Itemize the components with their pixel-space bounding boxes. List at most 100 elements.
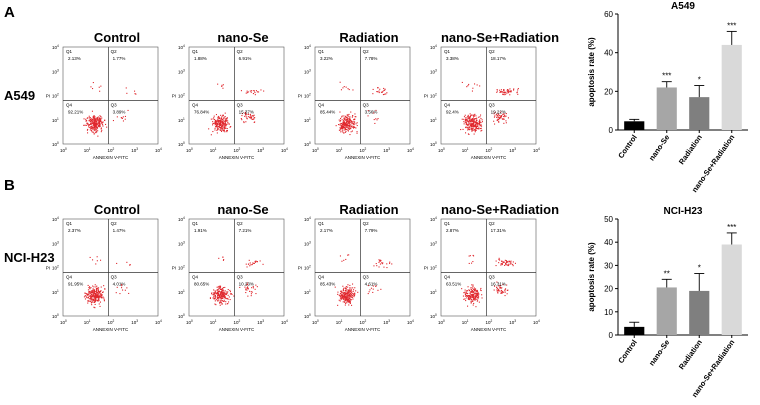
x-axis-label: ANNEXIN V-FITC (219, 327, 255, 332)
flow-dots (208, 83, 265, 136)
x-tick-label: 102 (234, 147, 241, 153)
y-axis-label: apoptosis rate (%) (587, 37, 596, 107)
bar-chart-nci-h23: NCI-H23 0 10 20 30 40 50 apoptosis rate (%) Cont… (587, 206, 748, 399)
quadrant-value: 17.31% (491, 228, 506, 233)
y-tick-label: 101 (304, 289, 311, 295)
y-axis-label: PI (298, 266, 302, 271)
x-tick-label: Control (616, 133, 639, 160)
flow-title-b-control: Control (93, 202, 141, 217)
significance-label: *** (662, 72, 671, 81)
significance-label: *** (727, 21, 736, 30)
row-label-nci-h23: NCI-H23 (4, 250, 55, 265)
x-tick-label: 100 (186, 319, 193, 325)
y-axis-label: PI (46, 266, 50, 271)
quadrant-value: 1.77% (113, 56, 126, 61)
x-tick-label: 101 (336, 319, 343, 325)
x-tick-label: 101 (84, 147, 91, 153)
quadrant-name: Q3 (111, 102, 118, 107)
x-axis-label: ANNEXIN V-FITC (345, 327, 381, 332)
y-tick-label: 101 (52, 289, 59, 295)
quadrant-name: Q4 (66, 102, 73, 107)
y-tick-label: 100 (304, 141, 311, 147)
flow-title-a-nano-se: nano-Se (217, 30, 269, 45)
y-tick-label: 102 (304, 93, 311, 99)
y-tick-label: 102 (178, 265, 185, 271)
flow-plot-frame (188, 46, 285, 145)
y-tick-label: 101 (430, 117, 437, 123)
x-tick-label: 102 (108, 147, 115, 153)
x-tick-label: 104 (155, 319, 162, 325)
y-tick-label: 104 (178, 216, 185, 222)
quadrant-name: Q2 (237, 221, 244, 226)
y-tick-label: 60 (604, 10, 613, 19)
x-tick-label: 100 (186, 147, 193, 153)
quadrant-value: 91.95% (68, 281, 83, 286)
x-tick-label: 104 (533, 147, 540, 153)
flow-title-b-nano-se-radiation: nano-Se+Radiation (440, 202, 560, 217)
x-tick-label: 103 (383, 319, 390, 325)
quadrant-name: Q1 (66, 221, 73, 226)
quadrant-value: 7.78% (365, 56, 378, 61)
quadrant-value: 63.51% (446, 281, 461, 286)
x-tick-label: 101 (336, 147, 343, 153)
quadrant-value: 85.43% (320, 281, 335, 286)
y-tick-label: 101 (304, 117, 311, 123)
y-tick-label: 100 (52, 141, 59, 147)
significance-label: * (698, 264, 701, 273)
y-tick-label: 101 (430, 289, 437, 295)
x-tick-label: 103 (509, 147, 516, 153)
quadrant-value: 3.38% (446, 56, 459, 61)
y-axis-label: PI (424, 266, 428, 271)
x-axis-label: ANNEXIN V-FITC (471, 155, 507, 160)
bar (656, 87, 677, 130)
x-tick-label: 100 (438, 319, 445, 325)
flow-dots (83, 256, 131, 309)
y-tick-label: 104 (430, 44, 437, 50)
quadrant-value: 85.44% (320, 109, 335, 114)
flow-plot-frame (314, 218, 411, 317)
x-tick-label: 104 (281, 319, 288, 325)
y-tick-label: 104 (178, 44, 185, 50)
flow-dots (83, 82, 137, 137)
y-tick-label: 100 (430, 313, 437, 319)
quadrant-name: Q3 (237, 274, 244, 279)
y-tick-label: 101 (178, 289, 185, 295)
y-tick-label: 104 (52, 216, 59, 222)
y-tick-label: 40 (604, 238, 613, 247)
quadrant-value: 3.22% (320, 56, 333, 61)
quadrant-name: Q4 (66, 274, 73, 279)
x-tick-label: 102 (360, 147, 367, 153)
x-axis-label: ANNEXIN V-FITC (219, 155, 255, 160)
y-tick-label: 104 (304, 216, 311, 222)
x-axis-label: ANNEXIN V-FITC (93, 155, 129, 160)
x-tick-label: 103 (509, 319, 516, 325)
flow-title-a-control: Control (93, 30, 141, 45)
x-axis-label: ANNEXIN V-FITC (345, 155, 381, 160)
quadrant-name: Q2 (237, 49, 244, 54)
quadrant-value: 3.56% (365, 109, 378, 114)
x-tick-label: 102 (108, 319, 115, 325)
bar (721, 44, 742, 130)
x-tick-label: 103 (131, 319, 138, 325)
quadrant-value: 2.17% (320, 228, 333, 233)
quadrant-name: Q1 (192, 221, 199, 226)
quadrant-value: 19.22% (491, 109, 506, 114)
x-tick-label: 102 (234, 319, 241, 325)
y-axis-label: apoptosis rate (%) (587, 242, 596, 312)
y-tick-label: 102 (430, 265, 437, 271)
bar (624, 326, 645, 335)
y-tick-label: 104 (52, 44, 59, 50)
quadrant-value: 7.79% (365, 228, 378, 233)
quadrant-name: Q3 (237, 102, 244, 107)
quadrant-value: 4.01% (113, 281, 126, 286)
x-tick-label: 100 (60, 147, 67, 153)
quadrant-name: Q3 (489, 102, 496, 107)
quadrant-name: Q1 (318, 221, 325, 226)
flow-dots (334, 254, 393, 306)
quadrant-name: Q2 (111, 221, 118, 226)
y-tick-label: 102 (52, 265, 59, 271)
quadrant-name: Q1 (66, 49, 73, 54)
x-tick-label: Radiation (677, 133, 704, 166)
y-tick-label: 103 (178, 240, 185, 246)
